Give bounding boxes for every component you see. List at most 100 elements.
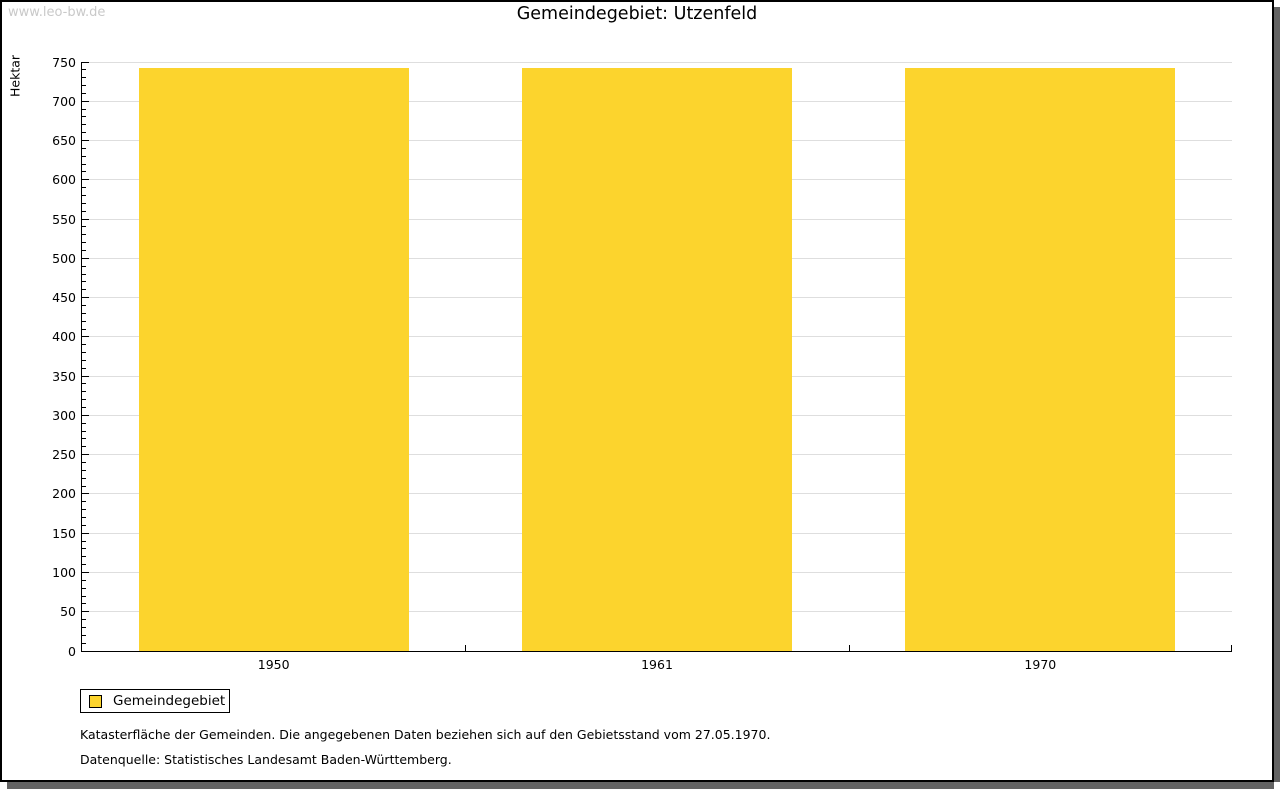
y-tick-minor <box>82 367 86 369</box>
y-tick-minor <box>82 187 86 189</box>
y-tick-label: 550 <box>52 211 76 227</box>
y-tick-minor <box>82 540 86 542</box>
y-tick-minor <box>82 304 86 306</box>
chart-title: Gemeindegebiet: Utzenfeld <box>516 4 758 24</box>
y-tick-minor <box>82 603 86 605</box>
x-axis-tick <box>1231 645 1232 651</box>
y-tick-label: 650 <box>52 133 76 149</box>
y-tick-label: 50 <box>60 604 76 620</box>
y-tick-label: 450 <box>52 290 76 306</box>
y-tick-minor <box>82 564 86 566</box>
y-tick-major <box>82 257 89 259</box>
y-tick-minor <box>82 320 86 322</box>
frame-shadow-right <box>1274 7 1280 782</box>
y-tick-label: 250 <box>52 447 76 463</box>
y-tick-minor <box>82 626 86 628</box>
y-tick-minor <box>82 642 86 644</box>
y-tick-major <box>82 375 89 377</box>
y-tick-minor <box>82 391 86 393</box>
watermark: www.leo-bw.de <box>8 5 106 20</box>
y-tick-label: 150 <box>52 525 76 541</box>
y-tick-major <box>82 218 89 220</box>
x-tick-label: 1970 <box>1024 657 1057 672</box>
y-tick-major <box>82 140 89 142</box>
y-tick-minor <box>82 92 86 94</box>
y-tick-major <box>82 532 89 534</box>
frame-shadow-bottom <box>7 782 1274 789</box>
y-tick-major <box>82 61 89 63</box>
y-tick-major <box>82 179 89 181</box>
y-tick-minor <box>82 446 86 448</box>
y-tick-minor <box>82 328 86 330</box>
y-tick-minor <box>82 116 86 118</box>
bar-1970 <box>905 68 1176 651</box>
y-tick-major <box>82 571 89 573</box>
y-tick-minor <box>82 171 86 173</box>
y-tick-minor <box>82 619 86 621</box>
y-tick-minor <box>82 312 86 314</box>
y-tick-minor <box>82 556 86 558</box>
y-tick-minor <box>82 234 86 236</box>
y-tick-major <box>82 297 89 299</box>
y-tick-major <box>82 100 89 102</box>
y-tick-minor <box>82 281 86 283</box>
x-axis-tick <box>848 645 850 651</box>
y-tick-minor <box>82 359 86 361</box>
y-tick-minor <box>82 501 86 503</box>
y-tick-minor <box>82 595 86 597</box>
y-tick-minor <box>82 509 86 511</box>
y-tick-minor <box>82 242 86 244</box>
bar-1950 <box>138 68 409 651</box>
y-tick-minor <box>82 132 86 134</box>
y-tick-minor <box>82 289 86 291</box>
y-tick-label: 300 <box>52 407 76 423</box>
y-tick-minor <box>82 273 86 275</box>
gridline <box>82 61 1232 63</box>
y-tick-minor <box>82 399 86 401</box>
y-tick-minor <box>82 462 86 464</box>
x-tick-label: 1961 <box>641 657 673 672</box>
legend-label: Gemeindegebiet <box>113 693 226 709</box>
y-tick-minor <box>82 634 86 636</box>
y-tick-minor <box>82 430 86 432</box>
y-tick-label: 350 <box>52 368 76 384</box>
y-tick-minor <box>82 352 86 354</box>
y-tick-label: 100 <box>52 564 76 580</box>
y-tick-minor <box>82 422 86 424</box>
y-tick-minor <box>82 147 86 149</box>
y-tick-minor <box>82 77 86 79</box>
y-tick-minor <box>82 516 86 518</box>
legend-swatch <box>89 695 102 708</box>
y-tick-minor <box>82 344 86 346</box>
x-tick-label: 1950 <box>257 657 290 672</box>
y-tick-major <box>82 611 89 613</box>
y-tick-label: 700 <box>52 93 76 109</box>
y-tick-minor <box>82 265 86 267</box>
footnote-source-note: Katasterfläche der Gemeinden. Die angege… <box>80 727 771 742</box>
y-tick-label: 0 <box>68 643 76 659</box>
y-tick-minor <box>82 249 86 251</box>
y-tick-minor <box>82 383 86 385</box>
y-tick-minor <box>82 587 86 589</box>
y-tick-minor <box>82 108 86 110</box>
bar-1961 <box>522 68 792 651</box>
x-axis-tick <box>465 645 467 651</box>
y-tick-minor <box>82 155 86 157</box>
footnote-datasource: Datenquelle: Statistisches Landesamt Bad… <box>80 752 452 767</box>
plot-area: 0 50 100 150 200 250 300 350 400 450 500 550 600 650 7… <box>52 55 1232 672</box>
y-tick-label: 750 <box>52 54 76 70</box>
y-tick-minor <box>82 548 86 550</box>
y-tick-major <box>82 414 89 416</box>
y-tick-label: 500 <box>52 250 76 266</box>
y-tick-minor <box>82 485 86 487</box>
y-tick-minor <box>82 202 86 204</box>
y-tick-major <box>82 454 89 456</box>
y-tick-major <box>82 493 89 495</box>
y-tick-minor <box>82 195 86 196</box>
y-tick-minor <box>82 438 86 440</box>
y-tick-label: 600 <box>52 172 76 188</box>
legend-box: Gemeindegebiet <box>80 689 230 713</box>
y-tick-minor <box>82 163 86 165</box>
y-tick-minor <box>82 210 86 212</box>
y-tick-minor <box>82 85 86 87</box>
